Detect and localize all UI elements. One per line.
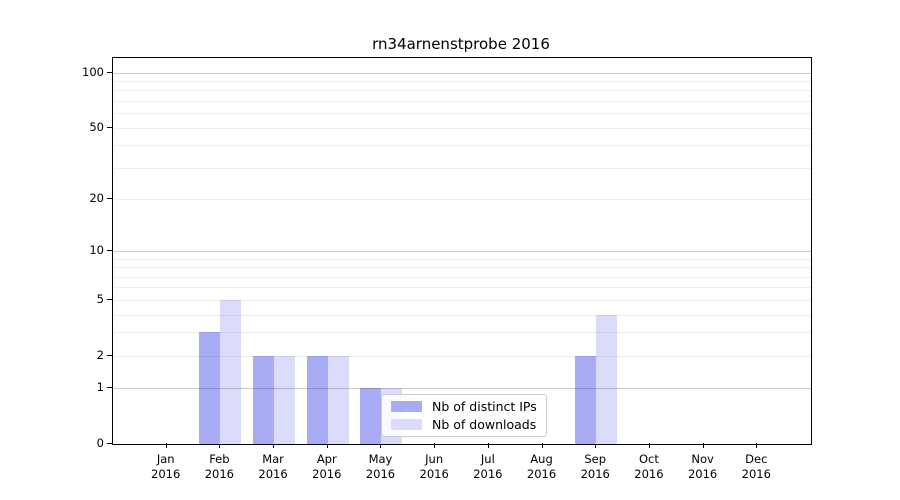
bar-nb-of-downloads-sep-2016: [596, 314, 618, 444]
y-axis-tick: [107, 127, 112, 128]
bar-nb-of-distinct-ips-may-2016: [360, 388, 382, 444]
x-axis-tick: [380, 443, 382, 448]
x-tick-label: Jul 2016: [473, 452, 503, 481]
gridline-minor: [113, 90, 811, 92]
x-axis-tick: [326, 443, 328, 448]
gridline-minor: [113, 355, 811, 357]
x-tick-label: Feb 2016: [204, 452, 235, 481]
gridline-minor: [113, 314, 811, 316]
x-tick-label: Sep 2016: [580, 452, 610, 481]
x-tick-label: Oct 2016: [634, 452, 664, 481]
gridline-minor: [113, 276, 811, 278]
y-tick-label: 5: [96, 291, 104, 306]
x-axis-tick: [756, 443, 758, 448]
plot-area: [112, 57, 812, 445]
y-axis-tick: [107, 198, 112, 199]
chart-title: rn34arnenstprobe 2016: [372, 35, 550, 53]
bar-nb-of-downloads-mar-2016: [274, 355, 296, 444]
y-axis-tick: [107, 387, 112, 388]
y-axis-tick: [107, 299, 112, 300]
x-tick-label: Apr 2016: [312, 452, 342, 481]
legend-label-downloads: Nb of downloads: [432, 416, 537, 432]
legend: Nb of distinct IPs Nb of downloads: [381, 394, 547, 437]
legend-swatch-downloads-icon: [391, 419, 422, 430]
bar-nb-of-distinct-ips-apr-2016: [306, 355, 328, 444]
gridline-minor: [113, 145, 811, 147]
x-axis-tick: [595, 443, 597, 448]
legend-item-distinct-ips: Nb of distinct IPs: [382, 398, 546, 414]
x-axis-tick: [219, 443, 221, 448]
x-tick-label: Jan 2016: [151, 452, 181, 481]
legend-swatch-distinct-ips-icon: [391, 401, 422, 412]
legend-item-downloads: Nb of downloads: [382, 416, 546, 432]
gridline-minor: [113, 81, 811, 83]
x-axis-tick: [702, 443, 704, 448]
x-tick-label: Nov 2016: [687, 452, 718, 481]
y-tick-label: 2: [96, 347, 104, 362]
gridline-minor: [113, 113, 811, 115]
x-axis-tick: [487, 443, 489, 448]
x-axis-tick: [434, 443, 436, 448]
gridline-minor: [113, 167, 811, 169]
gridline-major: [113, 388, 811, 390]
x-axis-tick: [648, 443, 650, 448]
y-tick-label: 1: [96, 380, 104, 395]
gridline-minor: [113, 267, 811, 269]
x-tick-label: Jun 2016: [419, 452, 449, 481]
x-tick-label: Mar 2016: [258, 452, 288, 481]
x-tick-label: Dec 2016: [741, 452, 771, 481]
legend-label-distinct-ips: Nb of distinct IPs: [432, 398, 537, 414]
gridline-minor: [113, 332, 811, 334]
gridline-minor: [113, 258, 811, 260]
y-axis-tick: [107, 250, 112, 251]
gridline-minor: [113, 199, 811, 201]
gridline-minor: [113, 299, 811, 301]
gridline-major: [113, 251, 811, 253]
y-tick-label: 100: [82, 64, 104, 79]
y-axis-tick: [107, 72, 112, 73]
y-tick-label: 10: [89, 243, 104, 258]
bar-nb-of-distinct-ips-sep-2016: [575, 355, 597, 444]
x-axis-tick: [165, 443, 167, 448]
bar-nb-of-downloads-feb-2016: [220, 299, 242, 444]
bar-nb-of-distinct-ips-mar-2016: [253, 355, 275, 444]
y-axis-tick: [107, 443, 112, 444]
bar-nb-of-distinct-ips-feb-2016: [199, 332, 221, 444]
x-tick-label: Aug 2016: [526, 452, 557, 481]
gridline-major: [113, 72, 811, 74]
bar-nb-of-downloads-apr-2016: [327, 355, 349, 444]
gridline-minor: [113, 101, 811, 103]
x-tick-label: May 2016: [365, 452, 396, 481]
x-axis-tick: [273, 443, 275, 448]
y-tick-label: 50: [89, 119, 104, 134]
y-tick-label: 20: [89, 191, 104, 206]
y-tick-label: 0: [96, 436, 104, 450]
gridline-minor: [113, 287, 811, 289]
gridline-minor: [113, 127, 811, 129]
y-axis-tick: [107, 355, 112, 356]
x-axis-tick: [541, 443, 543, 448]
